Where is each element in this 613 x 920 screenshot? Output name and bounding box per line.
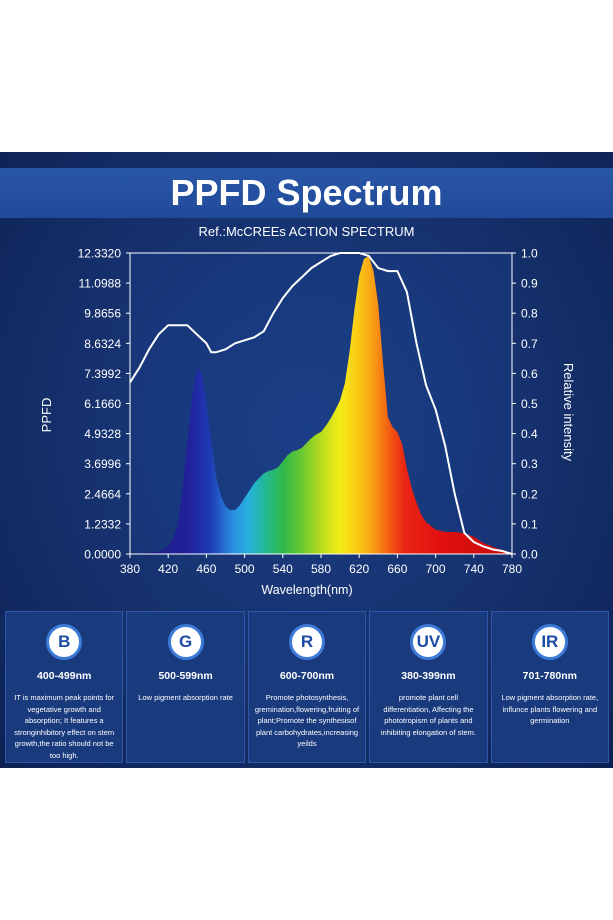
ir-badge-icon: IR (531, 624, 568, 660)
band-range: 701-780nm (522, 670, 577, 682)
right-y-tick-label: 0.4 (521, 427, 538, 441)
title-band (0, 168, 613, 218)
badge-label: UV (416, 632, 441, 651)
right-y-tick-label: 1.0 (521, 247, 538, 261)
band-description: promote plant cell differentiation, Affe… (380, 693, 476, 737)
band-card-r: R 600-700nm Promote photosynthesis, grem… (247, 611, 367, 763)
right-y-tick-label: 0.1 (521, 517, 538, 531)
right-y-tick-label: 0.2 (521, 487, 538, 501)
x-tick-label: 700 (426, 562, 446, 576)
right-y-tick-label: 0.5 (521, 397, 538, 411)
band-range: 600-700nm (279, 670, 335, 682)
band-description: IT is maximum peak points for vegetative… (14, 693, 115, 760)
right-y-tick-label: 0.6 (521, 367, 538, 381)
badge-label: R (300, 632, 314, 651)
right-y-tick-label: 0.3 (521, 457, 538, 471)
x-tick-label: 380 (120, 562, 140, 576)
band-range: 500-599nm (158, 670, 213, 682)
x-axis: 380 420 460 500 540 580 620 660 700 740 780 (120, 554, 522, 576)
left-y-tick-label: 2.4664 (84, 487, 121, 501)
band-range: 380-399nm (401, 670, 456, 682)
b-badge-icon: B (46, 624, 83, 660)
left-y-tick-label: 7.3992 (84, 367, 121, 381)
band-card-ir: IR 701-780nm Low pigment absorption rate… (490, 611, 610, 763)
x-tick-label: 540 (273, 562, 293, 576)
left-y-tick-label: 11.0988 (79, 277, 122, 291)
band-description: Low pigment absorption rate (138, 693, 233, 702)
x-tick-label: 660 (387, 562, 407, 576)
x-tick-label: 580 (311, 562, 331, 576)
x-tick-label: 740 (464, 562, 484, 576)
left-y-tick-label: 6.1660 (84, 397, 121, 411)
band-cards: B 400-499nm IT is maximum peak points fo… (5, 611, 610, 763)
action-spectrum-line (129, 252, 513, 555)
right-y-axis: 0.0 0.1 0.2 0.3 0.4 0.5 0.6 0.7 0.8 0.9 1.0 (512, 247, 538, 562)
left-y-axis: 0.0000 1.2332 2.4664 3.6996 4.9328 6.1660 7.39… (78, 247, 130, 562)
band-card-b: B 400-499nm IT is maximum peak points fo… (5, 611, 124, 763)
right-y-axis-label: Relative intensity (561, 363, 576, 462)
left-y-tick-label: 4.9328 (84, 427, 121, 441)
x-tick-label: 620 (349, 562, 369, 576)
badge-label: G (178, 632, 193, 651)
left-y-axis-label: PPFD (39, 398, 54, 433)
r-badge-icon: R (289, 624, 326, 660)
band-card-g: G 500-599nm Low pigment absorption rate (126, 611, 245, 763)
right-y-tick-label: 0.0 (521, 548, 538, 562)
band-description: Low pigment absorption rate, influnce pl… (501, 693, 599, 725)
page-title: PPFD Spectrum (170, 172, 443, 213)
left-y-tick-label: 0.0000 (84, 548, 121, 562)
badge-label: IR (541, 632, 559, 651)
x-tick-label: 460 (196, 562, 216, 576)
left-y-tick-label: 12.3320 (78, 247, 122, 261)
left-y-tick-label: 9.8656 (84, 307, 121, 321)
x-tick-label: 500 (235, 562, 255, 576)
g-badge-icon: G (167, 624, 204, 660)
left-y-tick-label: 3.6996 (84, 457, 121, 471)
x-axis-label: Wavelength(nm) (261, 583, 352, 597)
badge-label: B (58, 632, 71, 651)
x-tick-label: 420 (158, 562, 178, 576)
ppfd-spectrum-area (130, 256, 512, 554)
band-card-uv: UV 380-399nm promote plant cell differen… (369, 611, 488, 763)
x-tick-label: 780 (502, 562, 522, 576)
right-y-tick-label: 0.8 (521, 307, 538, 321)
uv-badge-icon: UV (410, 624, 447, 660)
band-range: 400-499nm (37, 670, 92, 682)
right-y-tick-label: 0.7 (521, 337, 538, 351)
reference-label: Ref.:McCREEs ACTION SPECTRUM (198, 224, 415, 239)
left-y-tick-label: 8.6324 (84, 337, 121, 351)
band-description: Promote photosynthesis, gremination,flow… (254, 693, 360, 748)
left-y-tick-label: 1.2332 (84, 517, 121, 531)
right-y-tick-label: 0.9 (521, 277, 538, 291)
